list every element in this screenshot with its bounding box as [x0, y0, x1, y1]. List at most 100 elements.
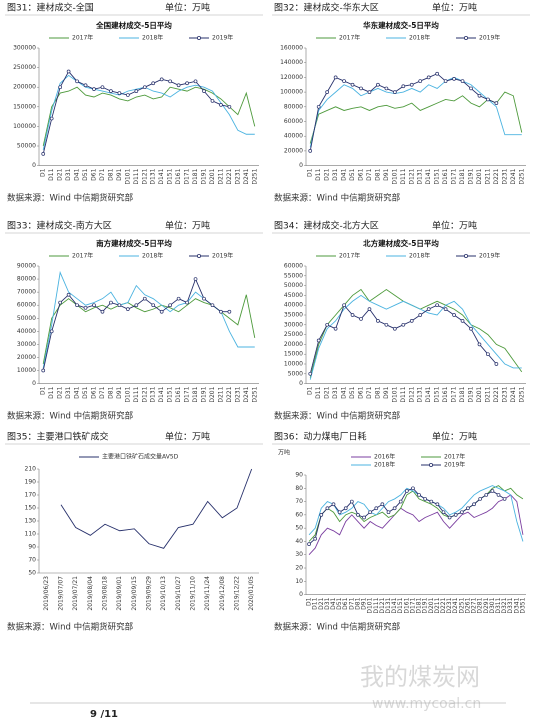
y-tick-label: 40000	[17, 328, 36, 335]
series-marker	[134, 303, 139, 308]
x-tick-label: D141	[391, 597, 398, 613]
series-marker	[409, 82, 414, 87]
y-tick-label: 30	[295, 551, 303, 558]
figure-caption: 图32：建材成交-华东大区	[274, 2, 379, 14]
series-marker	[441, 510, 446, 515]
x-tick-label: D321	[501, 597, 508, 613]
x-tick-label: D331	[507, 597, 514, 613]
x-tick-label: D51	[82, 386, 89, 398]
x-tick-label: D11	[312, 597, 319, 609]
y-tick-label: 170	[25, 492, 37, 499]
figure-source: 数据来源：Wind 中信期货研究部	[7, 193, 134, 204]
y-tick-label: 0	[32, 162, 36, 169]
figure-unit: 单位：万吨	[165, 431, 210, 443]
figure-unit: 单位：万吨	[165, 220, 210, 232]
x-tick-label: D211	[217, 386, 224, 402]
series-marker	[193, 277, 198, 281]
x-tick-label: D1	[40, 386, 47, 395]
chart-title: 华东建材成交-5日平均	[363, 20, 439, 30]
series-line	[309, 91, 523, 144]
x-tick-label: D161	[175, 168, 182, 184]
legend-marker	[463, 253, 468, 258]
x-tick-label: D81	[107, 386, 114, 398]
series-marker	[117, 91, 122, 95]
series-marker	[398, 499, 403, 504]
x-tick-label: D1	[307, 168, 314, 177]
legend-label: 2017年	[339, 252, 360, 260]
series-marker	[349, 499, 354, 504]
series-marker	[384, 86, 389, 91]
series-line	[308, 494, 524, 556]
x-tick-label: D41	[74, 168, 81, 180]
x-tick-label: D111	[373, 597, 380, 613]
x-tick-label: D211	[217, 168, 224, 184]
y-tick-label: 40000	[284, 133, 303, 140]
series-marker	[333, 75, 338, 80]
x-tick-label: D231	[446, 597, 453, 613]
x-tick-label: D61	[358, 386, 365, 398]
series-marker	[325, 90, 330, 94]
x-tick-label: D61	[91, 386, 98, 398]
series-marker	[368, 510, 373, 515]
series-marker	[460, 319, 465, 323]
x-tick-label: D31	[332, 386, 339, 398]
series-marker	[435, 502, 440, 507]
series-marker	[41, 151, 46, 156]
series-marker	[469, 326, 473, 331]
y-tick-label: 90000	[17, 263, 36, 270]
chart-title: 全国建材成交-5日平均	[95, 20, 172, 30]
series-marker	[151, 303, 156, 308]
series-marker	[142, 296, 147, 301]
series-marker	[486, 352, 490, 357]
legend-label: 2018年	[409, 34, 430, 42]
x-tick-label: 2020/01/05	[248, 576, 255, 611]
chart-title: 北方建材成交-5日平均	[363, 238, 439, 248]
x-tick-label: D21	[318, 597, 325, 609]
x-tick-label: D121	[408, 386, 415, 402]
series-marker	[193, 79, 198, 84]
series-marker	[477, 342, 482, 347]
y-tick-label: 45000	[284, 292, 303, 299]
x-tick-label: D251	[458, 597, 465, 613]
series-marker	[359, 317, 363, 321]
x-tick-label: D151	[434, 386, 441, 402]
series-marker	[459, 510, 464, 515]
y-tick-label: 0	[299, 591, 303, 598]
x-tick-label: D231	[501, 386, 508, 402]
series-marker	[202, 89, 206, 93]
series-marker	[435, 303, 440, 308]
y-tick-label: 100000	[280, 89, 303, 96]
series-marker	[404, 489, 409, 493]
y-tick-label: 30000	[284, 321, 303, 328]
x-tick-label: D111	[133, 168, 140, 184]
series-marker	[117, 303, 122, 308]
y-tick-label: 60000	[17, 302, 36, 309]
series-marker	[426, 307, 431, 311]
series-marker	[100, 85, 105, 90]
series-marker	[49, 329, 54, 334]
y-tick-label: 300000	[13, 45, 36, 52]
x-tick-label: D141	[158, 168, 165, 184]
x-tick-label: 2019/09/15	[131, 576, 138, 611]
y-tick-label: 50000	[17, 315, 36, 322]
legend-marker	[428, 462, 433, 467]
x-tick-label: D71	[348, 597, 355, 609]
x-tick-label: D141	[425, 168, 432, 184]
series-marker	[494, 101, 499, 105]
x-tick-label: 2019/06/23	[43, 576, 50, 611]
series-marker	[92, 87, 96, 92]
x-tick-label: D201	[476, 386, 483, 402]
x-tick-label: D61	[358, 168, 365, 180]
series-marker	[325, 506, 330, 511]
x-tick-label: D1	[40, 168, 47, 177]
series-marker	[452, 77, 456, 81]
series-marker	[490, 489, 495, 493]
y-tick-label: 80000	[284, 103, 303, 110]
y-tick-label: 10000	[17, 367, 36, 374]
x-tick-label: D151	[167, 168, 174, 184]
x-tick-label: 2019/09/01	[116, 576, 123, 611]
x-tick-label: D221	[226, 168, 233, 184]
x-tick-label: D161	[442, 386, 449, 402]
y-tick-label: 140000	[280, 59, 303, 66]
